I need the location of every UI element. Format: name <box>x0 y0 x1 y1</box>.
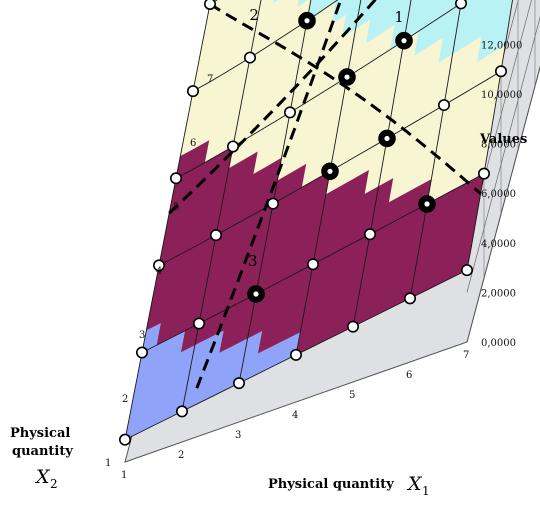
x1-axis-symbol: X <box>406 473 423 495</box>
grid-point <box>405 293 415 303</box>
z-tick-label: 10,0000 <box>481 90 522 101</box>
grid-point <box>479 168 489 178</box>
x2-tick-label: 6 <box>190 138 196 149</box>
x2-axis-title-line1: Physical <box>10 426 70 441</box>
dashed-line-label-3: 3 <box>248 252 258 270</box>
grid-point-center <box>401 38 406 43</box>
x2-tick-label: 4 <box>156 266 162 277</box>
x1-tick-label: 1 <box>121 470 127 481</box>
z-tick-label: 4,0000 <box>481 239 516 250</box>
x2-axis-title-line2: quantity <box>12 444 73 459</box>
grid-point-center <box>253 291 258 296</box>
grid-point <box>365 229 375 239</box>
grid-point-center <box>344 74 349 79</box>
grid-point <box>194 318 204 328</box>
grid-point <box>228 141 238 151</box>
grid-point <box>211 230 221 240</box>
grid-point <box>348 321 358 331</box>
z-tick-label: 6,0000 <box>481 189 516 200</box>
grid-point <box>285 107 295 117</box>
grid-point <box>188 86 198 96</box>
x2-tick-label: 2 <box>122 394 128 405</box>
grid-point <box>268 198 278 208</box>
x2-tick-label: 3 <box>139 330 145 341</box>
grid-point <box>205 0 215 9</box>
x2-tick-label: 5 <box>173 202 179 213</box>
grid-point <box>462 265 472 275</box>
z-tick-label: 0,0000 <box>481 338 516 349</box>
grid-point <box>245 52 255 62</box>
x2-axis-symbol: X <box>34 466 51 488</box>
grid-point <box>234 378 244 388</box>
grid-point-center <box>304 18 309 23</box>
grid-point <box>177 406 187 416</box>
x1-tick-label: 6 <box>406 370 412 381</box>
z-axis-title: Values <box>479 132 527 147</box>
z-tick-label: 2,0000 <box>481 288 516 299</box>
z-tick-label: 12,0000 <box>481 40 522 51</box>
dashed-line-label-2: 2 <box>249 6 259 24</box>
x2-tick-label: 7 <box>207 74 213 85</box>
grid-point <box>137 347 147 357</box>
grid-point-center <box>327 169 332 174</box>
dashed-line-label-1: 1 <box>394 8 404 26</box>
grid-point <box>171 173 181 183</box>
x1-tick-label: 5 <box>349 390 355 401</box>
grid-point <box>439 100 449 110</box>
grid-point <box>496 66 506 76</box>
x2-axis-subscript: 2 <box>50 477 58 491</box>
x1-tick-label: 3 <box>235 430 241 441</box>
x1-axis-title: Physical quantity <box>268 477 394 492</box>
x1-tick-label: 2 <box>178 450 184 461</box>
grid-point <box>120 434 130 444</box>
x2-tick-label: 1 <box>105 458 111 469</box>
x1-tick-label: 4 <box>292 410 298 421</box>
x1-axis-subscript: 1 <box>422 484 430 498</box>
grid-point <box>308 259 318 269</box>
x1-tick-label: 7 <box>463 350 469 361</box>
grid-point <box>291 350 301 360</box>
grid-point-center <box>384 136 389 141</box>
grid-point-center <box>424 201 429 206</box>
grid-point <box>456 0 466 9</box>
